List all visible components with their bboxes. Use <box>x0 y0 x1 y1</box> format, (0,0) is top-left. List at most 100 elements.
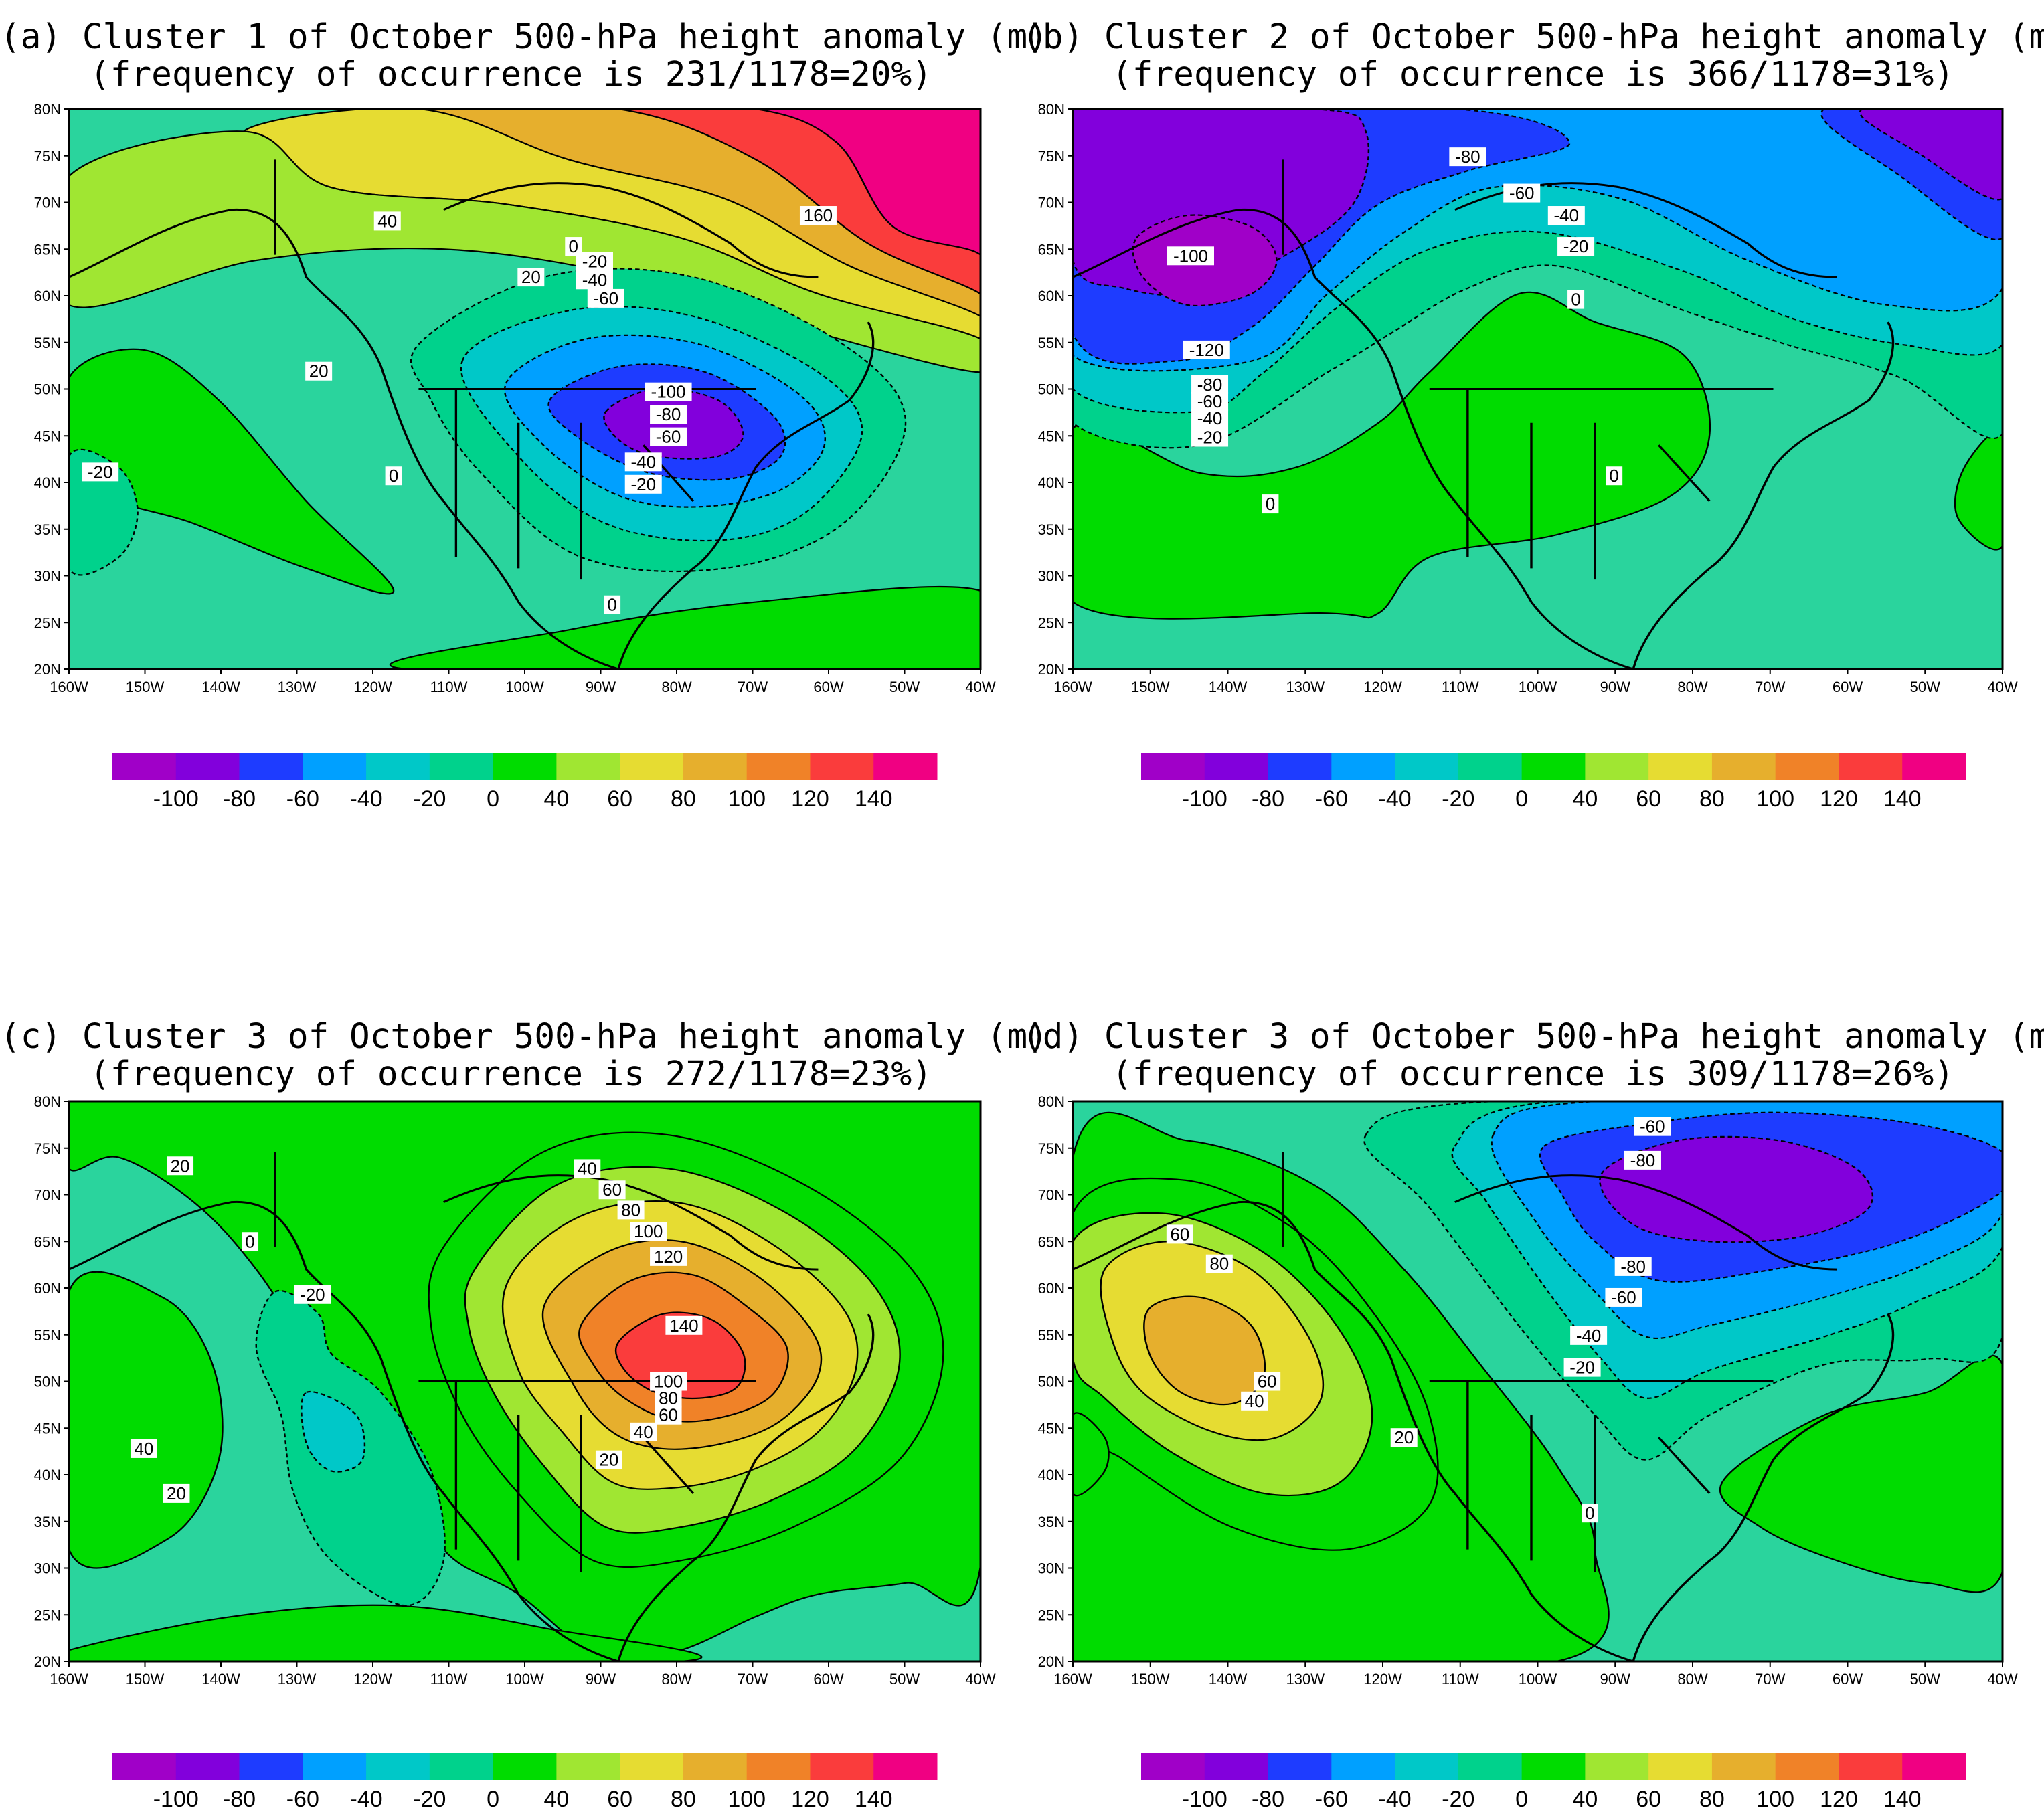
lat-tick-label: 65N <box>34 1233 61 1250</box>
lon-tick-label: 60W <box>1833 1671 1863 1688</box>
colorbar-swatch <box>1839 753 1903 780</box>
colorbar-label: 60 <box>607 1787 632 1812</box>
coastline <box>274 1152 819 1271</box>
contour-label: 20 <box>171 1156 190 1176</box>
lon-tick-label: 50W <box>889 678 920 695</box>
colorbar-swatch <box>429 1753 494 1780</box>
lat-tick-label: 75N <box>1038 148 1065 165</box>
contour-label: 0 <box>569 236 578 256</box>
colorbar-swatch <box>1395 753 1459 780</box>
lon-tick-label: 80W <box>661 1671 691 1688</box>
lon-tick-label: 120W <box>1363 1671 1402 1688</box>
colorbar-swatch <box>1141 753 1205 780</box>
colorbar-swatch <box>1711 753 1776 780</box>
lat-tick-label: 50N <box>34 381 61 398</box>
colorbar-label: -100 <box>153 1787 199 1812</box>
lon-tick-label: 50W <box>1910 678 1940 695</box>
contour-label: -40 <box>1576 1326 1602 1346</box>
colorbar-swatch <box>1204 1753 1269 1780</box>
lon-tick-label: 100W <box>505 1671 544 1688</box>
colorbar-label: -20 <box>413 1787 446 1812</box>
panel-b-field <box>1073 109 2003 670</box>
colorbar-swatch <box>746 753 811 780</box>
panel-a-field <box>69 109 981 670</box>
panel-d-title-line2: (frequency of occurrence is 309/1178=26%… <box>1112 1055 1954 1094</box>
lat-tick-label: 60N <box>1038 288 1065 304</box>
lon-tick-label: 110W <box>430 678 468 695</box>
contour-region <box>1073 291 1711 620</box>
colorbar-swatch <box>620 753 684 780</box>
contour-label: 0 <box>607 595 616 615</box>
colorbar-swatch <box>810 1753 874 1780</box>
lat-tick-label: 60N <box>34 1280 61 1297</box>
contour-label-bg <box>604 595 621 614</box>
contour-label: -40 <box>582 270 608 290</box>
contour-label: 80 <box>621 1200 641 1220</box>
colorbar-label: 0 <box>1515 786 1528 812</box>
contour-label: 0 <box>1571 290 1580 310</box>
contour-label: -40 <box>1554 205 1580 225</box>
lon-tick-label: 40W <box>965 1671 995 1688</box>
contour-label: -60 <box>1640 1117 1665 1137</box>
contour-label: 40 <box>134 1439 153 1459</box>
contour-label-bg <box>1390 1428 1418 1447</box>
colorbar-label: -40 <box>350 1787 383 1812</box>
colorbar-label: -20 <box>1442 786 1474 812</box>
contour-label: -120 <box>1189 340 1224 360</box>
contour-label-bg <box>163 1483 190 1503</box>
colorbar-swatch <box>239 1753 303 1780</box>
lat-tick-label: 75N <box>34 148 61 165</box>
contour-region <box>301 1390 366 1473</box>
colorbar-swatch <box>1711 1753 1776 1780</box>
contour-label: 0 <box>245 1231 254 1251</box>
lon-tick-label: 140W <box>1209 678 1248 695</box>
coastline <box>617 321 875 670</box>
colorbar-label: 80 <box>671 786 696 812</box>
lon-tick-label: 100W <box>505 678 544 695</box>
colorbar-label: 80 <box>671 1787 696 1812</box>
panel-c-field <box>69 1101 981 1662</box>
contour-label-bg <box>130 1439 157 1458</box>
lat-tick-label: 55N <box>1038 335 1065 351</box>
contour-label-bg <box>624 474 662 494</box>
contour-label: 40 <box>1245 1391 1264 1411</box>
panel-a-title-line1: (a) Cluster 1 of October 500-hPa height … <box>0 17 1048 57</box>
contour-label-bg <box>305 361 333 381</box>
contour-label-bg <box>1614 1257 1652 1276</box>
colorbar-label: 60 <box>607 786 632 812</box>
lat-tick-label: 75N <box>1038 1140 1065 1157</box>
lat-tick-label: 75N <box>34 1140 61 1157</box>
colorbar-label: -20 <box>413 786 446 812</box>
lon-tick-label: 110W <box>1442 678 1479 695</box>
contour-label: 0 <box>1266 494 1275 514</box>
lat-tick-label: 25N <box>1038 1607 1065 1623</box>
colorbar-swatch <box>366 1753 430 1780</box>
colorbar-label: -80 <box>223 1787 256 1812</box>
lat-tick-label: 60N <box>34 288 61 304</box>
lat-tick-label: 40N <box>34 1467 61 1483</box>
lat-tick-label: 35N <box>34 1514 61 1530</box>
contour-label-bg <box>1563 1358 1601 1377</box>
contour-label: -60 <box>1509 183 1535 203</box>
contour-label-bg <box>1557 237 1595 256</box>
lon-tick-label: 120W <box>353 1671 392 1688</box>
colorbar-label: 80 <box>1699 786 1725 812</box>
lat-tick-label: 60N <box>1038 1280 1065 1297</box>
panel-d: (d) Cluster 3 of October 500-hPa height … <box>1022 909 2044 1817</box>
colorbar-label: 0 <box>1515 1787 1528 1812</box>
contour-label-bg <box>1166 1224 1193 1244</box>
coastline <box>1429 1380 1774 1572</box>
contour-label-bg <box>665 1315 703 1335</box>
colorbar-label: 120 <box>1820 1787 1858 1812</box>
lon-tick-label: 70W <box>738 678 768 695</box>
contour-label-bg <box>1191 391 1229 411</box>
lat-tick-label: 35N <box>34 521 61 538</box>
colorbar-swatch <box>556 1753 620 1780</box>
contour-label: -100 <box>1173 246 1208 266</box>
lat-tick-label: 80N <box>1038 101 1065 118</box>
contour-label-bg <box>1205 1254 1233 1273</box>
contour-label-bg <box>598 1180 626 1200</box>
lon-tick-label: 90W <box>1600 678 1630 695</box>
contour-region <box>1719 1354 2003 1593</box>
